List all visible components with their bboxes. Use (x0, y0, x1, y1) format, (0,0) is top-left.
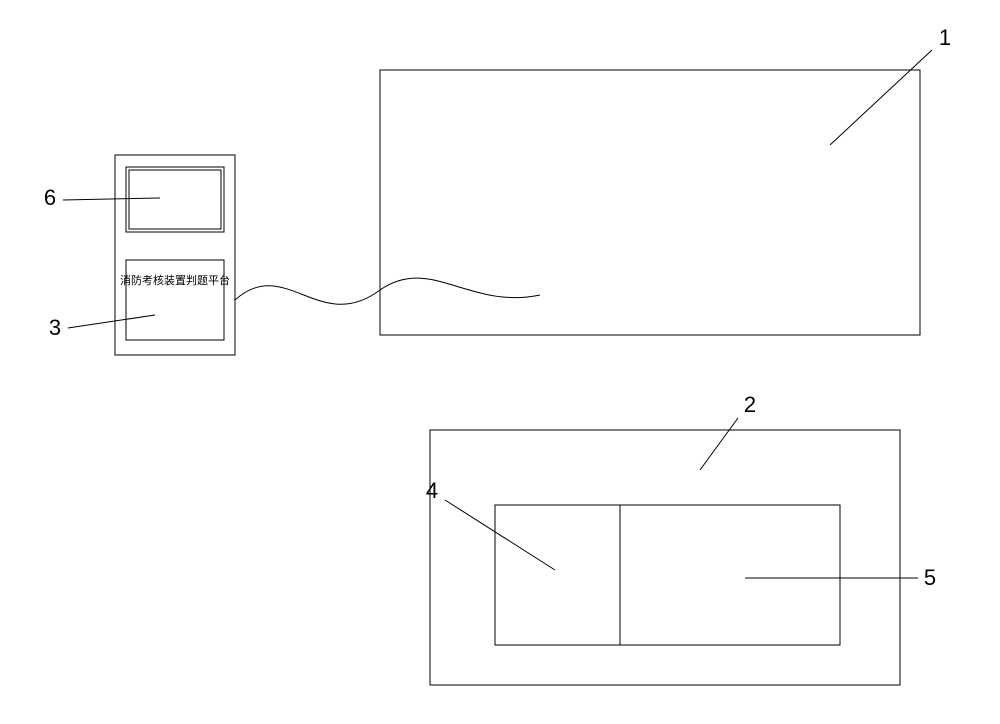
box-2-outer (430, 430, 900, 685)
callout-line-6 (63, 198, 160, 200)
callout-label-2: 2 (744, 392, 756, 417)
callout-line-1 (830, 50, 932, 145)
callout-label-5: 5 (924, 565, 936, 590)
callout-label-1: 1 (939, 25, 951, 50)
device-screen-outer (126, 167, 224, 232)
box-2-inner (495, 505, 840, 645)
callout-line-2 (700, 418, 738, 470)
callout-line-4 (445, 500, 555, 570)
callout-label-4: 4 (426, 478, 438, 503)
box-1 (380, 70, 920, 335)
callout-label-3: 3 (49, 315, 61, 340)
connection-wire (235, 278, 540, 304)
callout-line-3 (68, 315, 155, 328)
device-panel-label: 消防考核装置判题平台 (120, 273, 230, 287)
device-outer (115, 155, 235, 355)
device-panel (126, 260, 224, 340)
device-screen-inner (129, 170, 221, 229)
callout-label-6: 6 (44, 185, 56, 210)
diagram-canvas: 消防考核装置判题平台 1 2 3 4 5 6 (0, 0, 1000, 724)
